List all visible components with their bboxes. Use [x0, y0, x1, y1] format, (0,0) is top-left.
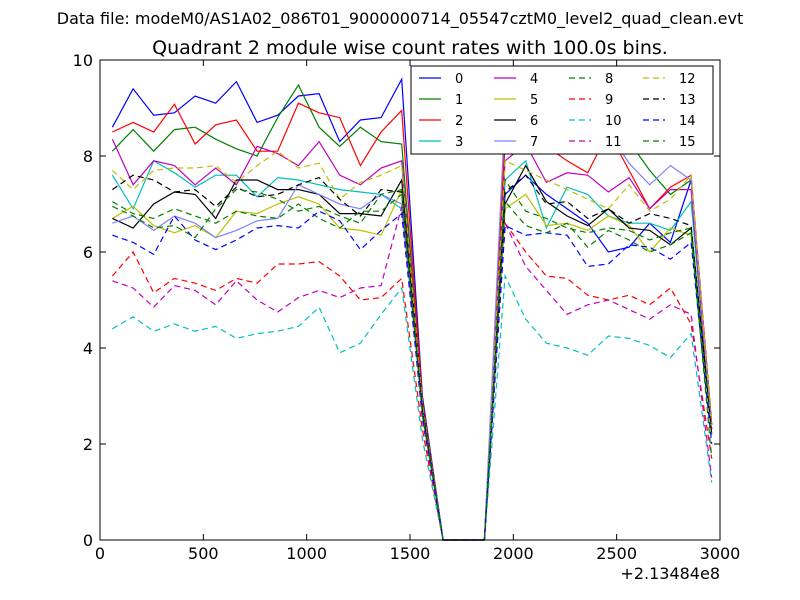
- legend-label-1: 1: [455, 93, 463, 108]
- y-tick-label: 2: [83, 435, 93, 454]
- legend-label-12: 12: [679, 72, 696, 87]
- x-tick-label: 1500: [390, 544, 431, 563]
- y-tick-label: 6: [83, 243, 93, 262]
- legend-frame: [410, 65, 714, 155]
- legend-label-7: 7: [530, 135, 538, 150]
- legend-label-4: 4: [530, 72, 538, 87]
- legend-label-13: 13: [679, 93, 696, 108]
- legend-label-14: 14: [679, 114, 696, 129]
- x-tick-label: 3000: [700, 544, 741, 563]
- series-line-14: [112, 210, 713, 541]
- legend-label-5: 5: [530, 93, 538, 108]
- legend-label-2: 2: [455, 114, 463, 129]
- y-tick-label: 0: [83, 531, 93, 550]
- series-layer: [111, 77, 713, 541]
- y-tick-label: 8: [83, 147, 93, 166]
- series-line-0: [111, 77, 713, 541]
- legend-label-9: 9: [605, 93, 613, 108]
- y-tick-label: 10: [73, 51, 93, 70]
- legend-label-10: 10: [605, 114, 622, 129]
- data-file-suptitle: Data file: modeM0/AS1A02_086T01_90000007…: [57, 9, 743, 29]
- x-tick-label: 2000: [493, 544, 534, 563]
- series-line-9: [111, 221, 713, 541]
- legend-label-11: 11: [605, 135, 622, 150]
- chart-title: Quadrant 2 module wise count rates with …: [152, 37, 668, 59]
- x-tick-label: 0: [95, 544, 105, 563]
- x-tick-label: 1000: [286, 544, 327, 563]
- x-offset-label: +2.13484e8: [620, 564, 720, 583]
- series-line-15: [112, 188, 713, 541]
- series-line-10: [112, 273, 713, 541]
- series-line-12: [111, 150, 713, 541]
- series-line-13: [112, 174, 713, 541]
- legend-label-15: 15: [679, 135, 696, 150]
- x-tick-label: 2500: [596, 544, 637, 563]
- legend-label-0: 0: [455, 72, 463, 87]
- legend-label-8: 8: [605, 72, 613, 87]
- x-tick-label: 500: [188, 544, 219, 563]
- y-tick-label: 4: [83, 339, 93, 358]
- legend-label-6: 6: [530, 114, 538, 129]
- legend-label-3: 3: [455, 135, 463, 150]
